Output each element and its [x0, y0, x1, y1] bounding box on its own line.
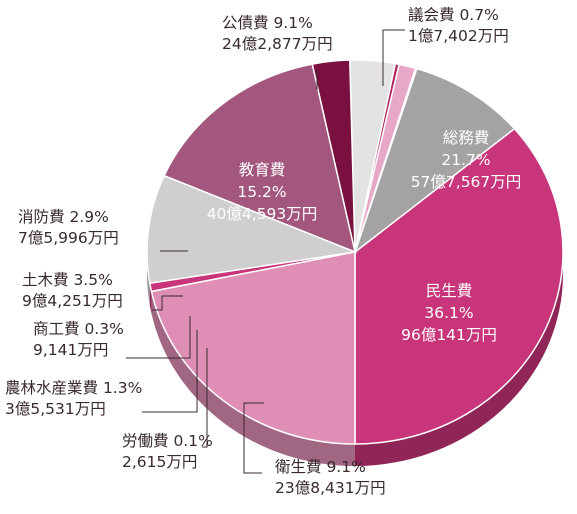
slice-label-7: 教育費 15.2% 40億4,593万円	[207, 161, 318, 223]
slice-name-1: 衛生費	[275, 458, 326, 476]
pie-slices	[146, 59, 564, 445]
slice-amount-9: 1億7,402万円	[408, 27, 509, 45]
slice-amount-0: 96億141万円	[401, 326, 497, 344]
slice-percent-7: 15.2%	[237, 183, 286, 201]
slice-percent-8: 9.1%	[273, 14, 312, 32]
slice-1	[353, 67, 516, 255]
slice-amount-3: 3億5,531万円	[5, 400, 106, 418]
slice-percent-3: 1.3%	[103, 379, 142, 397]
slice-amount-6: 7億5,996万円	[18, 229, 119, 247]
leader-line-4	[126, 316, 191, 359]
slice-side-10	[151, 291, 355, 467]
slice-label-5: 土木費 3.5% 9億4,251万円	[22, 271, 123, 310]
slice-name-percent-3: 農林水産業費 1.3%	[5, 379, 142, 397]
slice-label-1: 衛生費 9.1% 23億8,431万円	[275, 458, 386, 497]
slice-name-3: 農林水産業費	[5, 379, 103, 397]
slice-name-4: 商工費	[33, 320, 84, 338]
slice-name-percent-5: 土木費 3.5%	[22, 271, 113, 289]
slice-8	[146, 174, 358, 285]
slice-percent-5: 3.5%	[73, 271, 112, 289]
slice-amount-4: 9,141万円	[33, 341, 108, 359]
slice-amount-2: 2,615万円	[122, 453, 197, 471]
slice-name-percent-8: 公債費 9.1%	[222, 14, 313, 32]
slice-label-10: 総務費 21.7% 57億7,567万円	[411, 129, 522, 191]
slice-name-7: 教育費	[239, 161, 286, 179]
leader-line-5	[152, 295, 183, 311]
slice-label-4: 商工費 0.3% 9,141万円	[33, 320, 124, 359]
slice-name-10: 総務費	[443, 129, 490, 147]
slice-name-percent-1: 衛生費 9.1%	[275, 458, 366, 476]
slice-name-5: 土木費	[22, 271, 73, 289]
slice-label-8: 公債費 9.1% 24億2,877万円	[222, 14, 333, 53]
slice-amount-10: 57億7,567万円	[411, 173, 522, 191]
leader-lines	[126, 29, 405, 474]
slice-name-9: 議会費	[408, 6, 459, 24]
slice-amount-7: 40億4,593万円	[207, 205, 318, 223]
slice-label-2: 労働費 0.1% 2,615万円	[122, 432, 213, 471]
slice-amount-5: 9億4,251万円	[22, 292, 123, 310]
leader-line-2	[202, 348, 208, 448]
slice-side-0	[355, 252, 563, 466]
slice-10	[150, 251, 356, 445]
slice-0	[354, 127, 564, 445]
slice-name-6: 消防費	[18, 208, 69, 226]
slice-percent-4: 0.3%	[84, 320, 123, 338]
leader-line-1	[243, 402, 264, 474]
slice-name-percent-6: 消防費 2.9%	[18, 208, 109, 226]
slice-name-percent-9: 議会費 0.7%	[408, 6, 499, 24]
slice-name-percent-2: 労働費 0.1%	[122, 432, 213, 450]
slice-percent-6: 2.9%	[69, 208, 108, 226]
slice-percent-1: 9.1%	[326, 458, 365, 476]
slice-name-8: 公債費	[222, 14, 273, 32]
slice-7	[163, 63, 357, 254]
slice-percent-0: 36.1%	[424, 304, 473, 322]
slice-name-percent-4: 商工費 0.3%	[33, 320, 124, 338]
slice-label-0: 民生費 36.1% 96億141万円	[401, 282, 497, 344]
slice-percent-9: 0.7%	[459, 6, 498, 24]
slice-label-3: 農林水産業費 1.3% 3億5,531万円	[5, 379, 142, 418]
slice-amount-8: 24億2,877万円	[222, 35, 333, 53]
slice-percent-10: 21.7%	[441, 151, 490, 169]
slice-label-9: 議会費 0.7% 1億7,402万円	[408, 6, 509, 45]
slice-percent-2: 0.1%	[173, 432, 212, 450]
slice-name-2: 労働費	[122, 432, 173, 450]
slice-name-0: 民生費	[426, 282, 473, 300]
slice-amount-1: 23億8,431万円	[275, 479, 386, 497]
slice-label-6: 消防費 2.9% 7億5,996万円	[18, 208, 119, 247]
leader-line-3	[142, 330, 198, 413]
leader-line-9	[382, 29, 405, 86]
